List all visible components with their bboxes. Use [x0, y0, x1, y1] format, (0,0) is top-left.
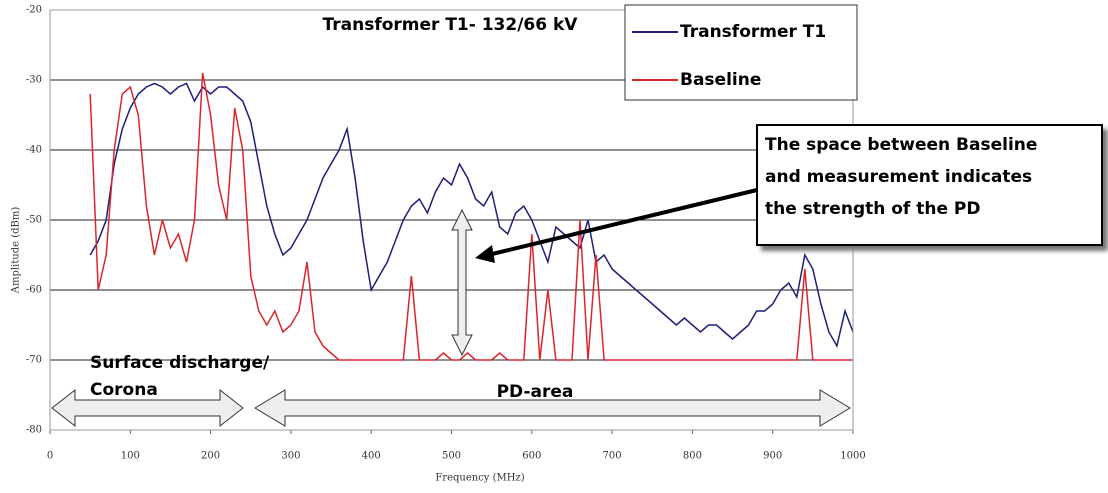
- y-tick-label: -20: [26, 5, 42, 16]
- region-arrow: [51, 388, 244, 428]
- y-axis-label: Amplitude (dBm): [11, 207, 22, 295]
- y-tick-label: -50: [26, 215, 42, 226]
- y-tick-label: -40: [26, 145, 42, 156]
- series-line: [89, 72, 853, 361]
- x-tick-label: 900: [763, 451, 782, 462]
- x-axis-label: Frequency (MHz): [435, 473, 524, 484]
- x-tick-label: 400: [362, 451, 381, 462]
- x-tick-label: 200: [201, 451, 220, 462]
- x-tick-label: 500: [442, 451, 461, 462]
- x-tick-label: 600: [522, 451, 541, 462]
- x-tick-label: 100: [121, 451, 140, 462]
- y-tick-label: -30: [26, 75, 42, 86]
- x-tick-label: 800: [683, 451, 702, 462]
- region-label: Corona: [90, 380, 158, 400]
- region-label: PD-area: [497, 382, 574, 402]
- chart-title: Transformer T1- 132/66 kV: [323, 15, 579, 35]
- region-label: Surface discharge/: [90, 353, 270, 373]
- pointer-arrow: [487, 188, 758, 257]
- x-tick-label: 1000: [840, 451, 865, 462]
- legend-label: Transformer T1: [680, 22, 826, 42]
- region-arrow: [254, 389, 851, 427]
- x-tick-label: 0: [47, 451, 53, 462]
- annotation-line: and measurement indicates: [765, 167, 1032, 187]
- annotation-line: the strength of the PD: [765, 199, 981, 219]
- legend-box: [624, 4, 858, 101]
- series-line: [89, 82, 854, 349]
- y-tick-label: -70: [26, 355, 42, 366]
- gap-arrow: [451, 208, 473, 357]
- y-tick-label: -60: [26, 285, 42, 296]
- legend-label: Baseline: [680, 70, 761, 90]
- annotation-line: The space between Baseline: [765, 135, 1037, 155]
- pointer-arrowhead: [475, 245, 495, 263]
- y-tick-label: -80: [26, 425, 42, 436]
- x-tick-label: 700: [603, 451, 622, 462]
- x-tick-label: 300: [281, 451, 300, 462]
- annotation-box: [756, 124, 1103, 246]
- legend: Transformer T1 Baseline: [624, 4, 858, 101]
